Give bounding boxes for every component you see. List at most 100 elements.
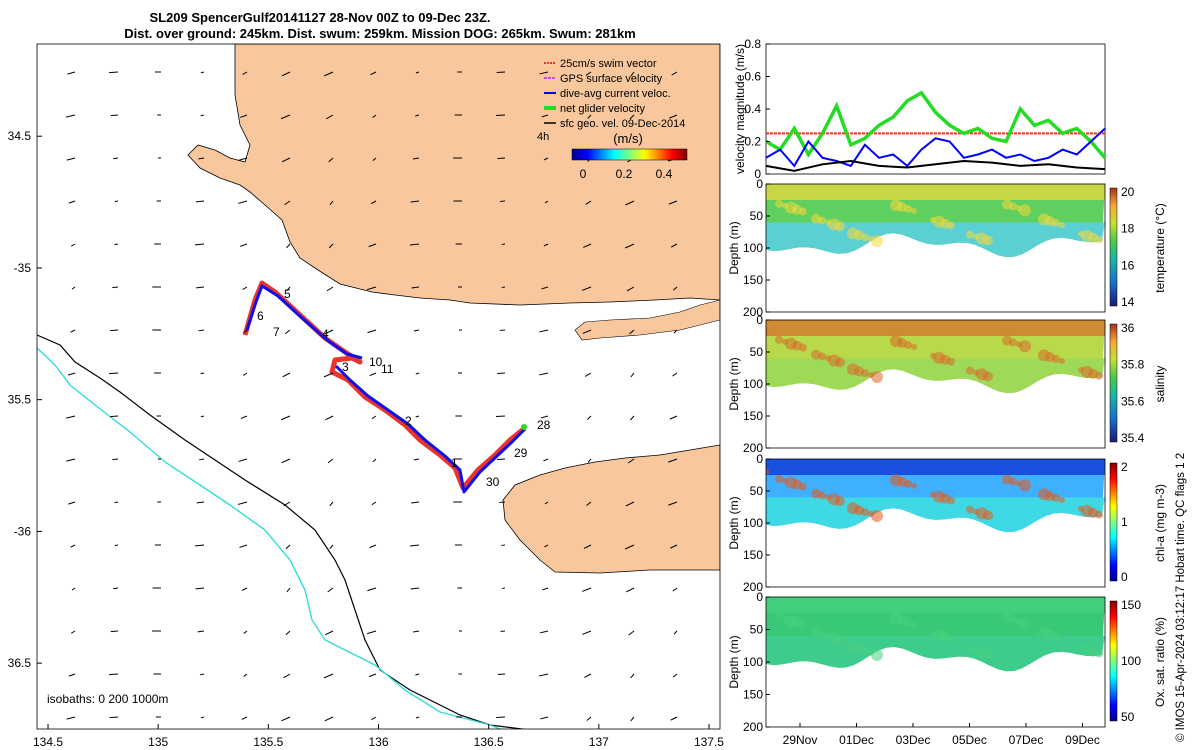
velocity-arrow bbox=[367, 630, 377, 635]
velocity-arrow bbox=[371, 415, 377, 420]
velocity-arrow bbox=[544, 544, 549, 548]
colorbar-tick-label: 18 bbox=[1121, 222, 1135, 236]
depth-tick-label: 200 bbox=[743, 305, 763, 319]
isobath-200m bbox=[37, 334, 527, 729]
velocity-arrow bbox=[671, 71, 678, 76]
velocity-arrow bbox=[540, 716, 549, 720]
waypoint-label: 30 bbox=[486, 475, 500, 489]
velocity-arrow bbox=[241, 716, 248, 720]
land-southeast bbox=[502, 444, 720, 574]
velocity-arrow bbox=[587, 114, 592, 119]
date-tick-label: 03Dec bbox=[896, 733, 931, 747]
series-sfc-geo-vel- bbox=[765, 159, 1106, 172]
velocity-arrow bbox=[66, 458, 76, 462]
velocity-arrow bbox=[368, 243, 377, 248]
velocity-arrow bbox=[413, 329, 420, 332]
heatmap-patch bbox=[966, 644, 974, 653]
velocity-arrow bbox=[285, 544, 291, 550]
velocity-arrow bbox=[415, 673, 420, 676]
heatmap-patch bbox=[1081, 229, 1093, 242]
velocity-arrow bbox=[409, 544, 420, 547]
velocity-arrow bbox=[284, 329, 291, 335]
velocity-arrow bbox=[327, 587, 334, 593]
heatmap-colorbar bbox=[1109, 600, 1118, 722]
velocity-arrow bbox=[582, 630, 592, 635]
waypoint-label: 3 bbox=[342, 360, 349, 374]
velocity-arrow bbox=[68, 372, 76, 376]
velocity-panel[interactable]: 0 0.2 0.4 0.6 0.8 velocity magnitude (m/s) bbox=[733, 37, 1107, 181]
velocity-arrow bbox=[544, 501, 549, 505]
waypoint-label: 11 bbox=[381, 362, 394, 376]
velocity-arrow bbox=[538, 673, 549, 677]
heatmap-patch bbox=[811, 213, 821, 224]
map-colorbar: 4h (m/s) 0 0.2 0.4 bbox=[537, 131, 688, 181]
velocity-arrow bbox=[370, 71, 377, 76]
heatmap-patch bbox=[890, 335, 902, 348]
velocity-arrow bbox=[68, 501, 76, 505]
velocity-arrow bbox=[66, 157, 76, 161]
heatmap-patch bbox=[847, 502, 859, 515]
velocity-arrow bbox=[586, 501, 592, 506]
title-line2: Dist. over ground: 245km. Dist. swum: 25… bbox=[124, 26, 636, 41]
velocity-arrow bbox=[372, 157, 377, 162]
heatmap-patch bbox=[782, 616, 788, 623]
velocity-arrow bbox=[200, 372, 205, 375]
heatmap-patch bbox=[973, 233, 979, 240]
depth-tick-label: 0 bbox=[756, 452, 763, 466]
velocity-arrow bbox=[113, 157, 119, 160]
velocity-arrow bbox=[238, 200, 248, 204]
heatmap-patch bbox=[1019, 479, 1031, 492]
depth-axis-label: Depth (m) bbox=[727, 635, 741, 688]
heatmap-patch bbox=[1081, 643, 1093, 656]
depth-tick-label: 200 bbox=[743, 441, 763, 455]
velocity-arrow bbox=[195, 587, 205, 590]
heatmap-panel-2[interactable]: 0 50 100 150 200 Depth (m) 36 35.8 35.6 35.4 salin… bbox=[727, 313, 1167, 455]
velocity-arrow bbox=[630, 716, 635, 722]
map-x-tick-label: 135 bbox=[148, 735, 168, 749]
velocity-arrow bbox=[585, 200, 592, 205]
land-north bbox=[187, 44, 720, 306]
depth-tick-label: 50 bbox=[750, 484, 764, 498]
velocity-arrow bbox=[587, 415, 592, 420]
heatmap-panel-1[interactable]: 0 50 100 150 200 Depth (m) 20 18 16 14 temperature… bbox=[727, 177, 1167, 319]
heatmap-patch bbox=[966, 366, 974, 375]
depth-tick-label: 150 bbox=[743, 273, 763, 287]
series-net-glider-velocity bbox=[765, 90, 1107, 159]
velocity-arrow bbox=[367, 329, 377, 334]
velocity-y-tick-label: 0.6 bbox=[744, 70, 761, 84]
title-line1: SL209 SpencerGulf20141127 28-Nov 00Z to … bbox=[149, 10, 490, 25]
velocity-arrow bbox=[415, 372, 420, 375]
map-panel[interactable]: 1 2 3 4 5 6 7 10 11 28 29 30 134.5 135 135… bbox=[8, 43, 725, 749]
velocity-arrow bbox=[108, 372, 119, 375]
velocity-plot-frame bbox=[765, 43, 1106, 175]
waypoint-label: 10 bbox=[369, 355, 383, 369]
velocity-arrow bbox=[372, 458, 377, 463]
velocity-arrow bbox=[70, 329, 76, 333]
velocity-arrow bbox=[543, 157, 549, 161]
colorbar-tick-label: 14 bbox=[1121, 295, 1135, 309]
velocity-arrow bbox=[200, 415, 205, 418]
colorbar-tick: 0.2 bbox=[616, 167, 633, 181]
colorbar-tick-label: 16 bbox=[1121, 258, 1135, 272]
colorbar-tick: 0 bbox=[580, 167, 587, 181]
colorbar-tick-label: 150 bbox=[1121, 598, 1141, 612]
heatmap-patch bbox=[976, 232, 988, 245]
heatmap-patch bbox=[973, 508, 979, 515]
heatmap-patch bbox=[811, 349, 821, 360]
heatmap-patch bbox=[847, 227, 859, 240]
heatmap-panel-3[interactable]: 0 50 100 150 200 Depth (m) 2 1 0 chl-a (mg m-3) bbox=[727, 452, 1167, 594]
velocity-arrow bbox=[281, 716, 291, 722]
velocity-arrow bbox=[668, 458, 678, 463]
velocity-y-tick-label: 0.4 bbox=[744, 102, 761, 116]
heatmap-patch bbox=[785, 476, 797, 489]
heatmap-patch bbox=[811, 488, 821, 499]
velocity-arrow bbox=[539, 372, 549, 376]
heatmap-patch bbox=[775, 474, 783, 483]
heatmap-patch bbox=[825, 355, 831, 362]
velocity-arrow bbox=[200, 114, 205, 117]
heatmap-patch bbox=[828, 631, 840, 644]
heatmap-patch bbox=[828, 218, 840, 231]
heatmap-patch bbox=[775, 335, 783, 344]
heatmap-patch bbox=[871, 370, 883, 383]
